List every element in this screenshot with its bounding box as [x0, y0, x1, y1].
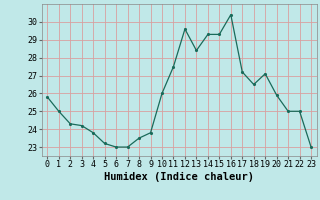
X-axis label: Humidex (Indice chaleur): Humidex (Indice chaleur) [104, 172, 254, 182]
